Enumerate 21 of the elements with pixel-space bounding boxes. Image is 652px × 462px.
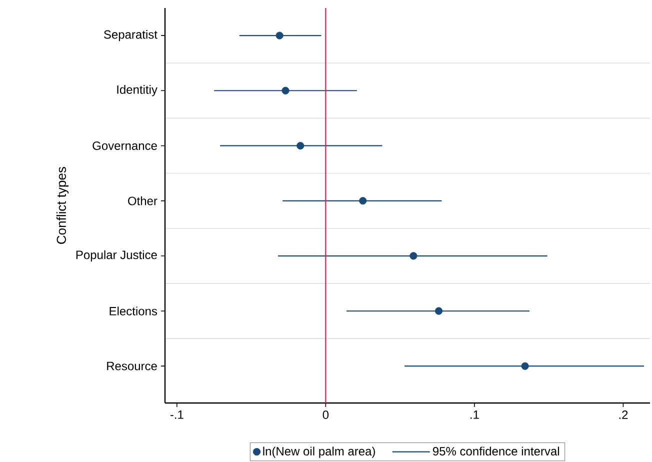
y-axis-title: Conflict types (56, 166, 69, 244)
point (282, 86, 290, 94)
x-tick-label: -.1 (170, 410, 184, 419)
point (276, 32, 284, 40)
y-tick-label: Elections (110, 306, 158, 316)
x-tick-label: .2 (619, 410, 628, 419)
legend-label: ln(New oil palm area) (263, 446, 375, 458)
y-tick-label: Resource (107, 362, 157, 370)
point (410, 252, 418, 260)
y-tick-label: Popular Justice (76, 250, 157, 262)
point (296, 142, 304, 150)
y-tick-label: Separatist (104, 30, 158, 42)
x-tick-label: .1 (470, 410, 479, 419)
y-tick-label: Other (128, 196, 158, 206)
y-tick-label: Governance (92, 141, 157, 150)
x-tick-label: 0 (322, 410, 329, 420)
point (434, 307, 443, 315)
y-tick-label: Identitiy (117, 85, 158, 96)
text: 95% confidence interval (432, 446, 559, 456)
point (359, 197, 367, 205)
point (521, 362, 529, 370)
